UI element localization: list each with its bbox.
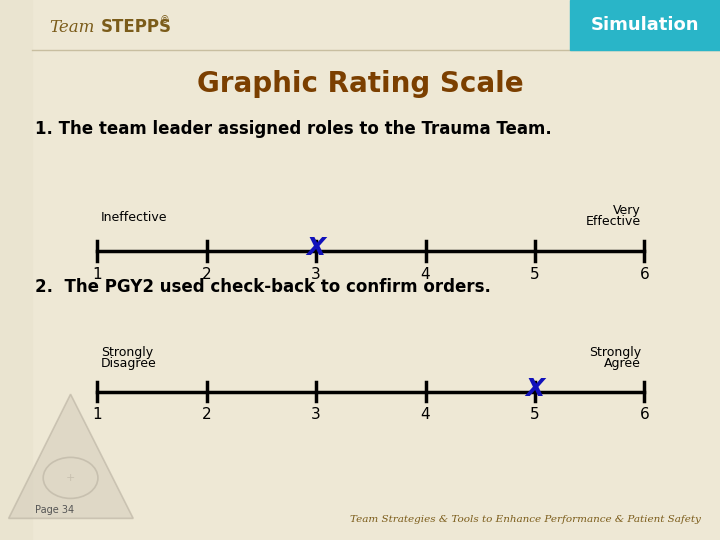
Text: Graphic Rating Scale: Graphic Rating Scale <box>197 70 523 98</box>
Polygon shape <box>9 394 133 518</box>
Text: 4: 4 <box>420 267 431 282</box>
Text: 6: 6 <box>639 267 649 282</box>
Text: 1: 1 <box>92 267 102 282</box>
Text: 5: 5 <box>530 267 540 282</box>
Text: Strongly: Strongly <box>101 346 153 359</box>
Text: Agree: Agree <box>604 357 641 370</box>
Text: Page 34: Page 34 <box>35 505 73 515</box>
Text: Ineffective: Ineffective <box>101 211 167 224</box>
Text: 2.  The PGY2 used check-back to confirm orders.: 2. The PGY2 used check-back to confirm o… <box>35 278 490 296</box>
Text: X: X <box>526 377 544 401</box>
Text: 6: 6 <box>639 407 649 422</box>
Bar <box>570 0 720 50</box>
Text: 5: 5 <box>530 407 540 422</box>
Text: Effective: Effective <box>585 215 641 228</box>
Text: X: X <box>307 237 325 260</box>
Text: +: + <box>66 473 76 483</box>
Text: Team: Team <box>49 18 94 36</box>
Text: 3: 3 <box>311 407 321 422</box>
Text: 2: 2 <box>202 267 212 282</box>
Text: 4: 4 <box>420 407 431 422</box>
Bar <box>0 0 32 540</box>
Text: STEPPS: STEPPS <box>101 18 172 36</box>
Text: Simulation: Simulation <box>591 16 699 34</box>
Text: 1: 1 <box>92 407 102 422</box>
Text: Very: Very <box>613 204 641 217</box>
Text: Disagree: Disagree <box>101 357 156 370</box>
Text: 1. The team leader assigned roles to the Trauma Team.: 1. The team leader assigned roles to the… <box>35 119 552 138</box>
Text: Strongly: Strongly <box>589 346 641 359</box>
Text: 2: 2 <box>202 407 212 422</box>
Text: Team Strategies & Tools to Enhance Performance & Patient Safety: Team Strategies & Tools to Enhance Perfo… <box>350 515 701 524</box>
Text: ®: ® <box>160 16 170 25</box>
Text: 3: 3 <box>311 267 321 282</box>
